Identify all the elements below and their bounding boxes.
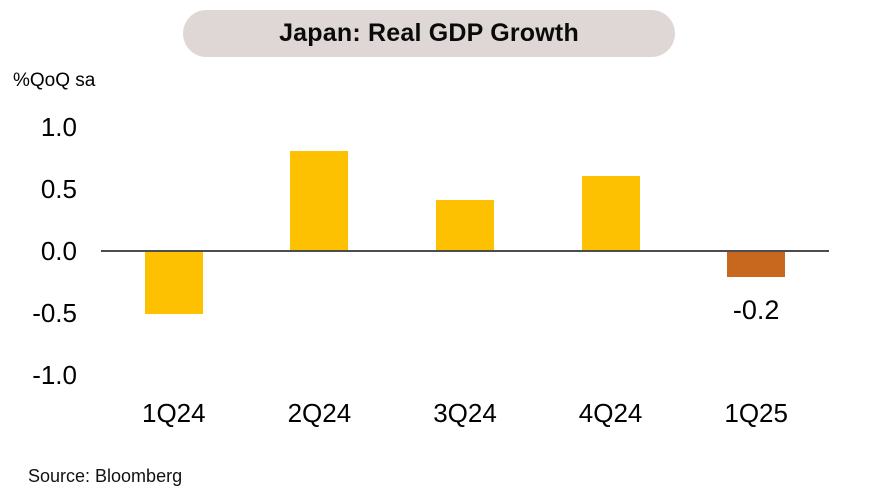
bar-1q25 (727, 252, 786, 277)
x-tick-label: 1Q24 (141, 398, 206, 428)
y-tick-label: 1.0 (40, 112, 77, 142)
source-caption: Source: Bloomberg (28, 466, 183, 486)
x-tick-label: 1Q25 (724, 398, 788, 428)
x-tick-label: 3Q24 (433, 398, 497, 428)
y-tick-label: -0.5 (32, 298, 77, 328)
chart-title: Japan: Real GDP Growth (279, 19, 579, 47)
y-axis-unit-label: %QoQ sa (13, 70, 96, 91)
bar-1q24 (144, 252, 203, 314)
bar-4q24 (581, 175, 640, 250)
bar-3q24 (436, 200, 494, 250)
x-tick-label: 2Q24 (287, 398, 352, 428)
y-tick-label: -1.0 (32, 360, 77, 390)
y-tick-label: 0.0 (40, 236, 77, 266)
chart-title-pill: Japan: Real GDP Growth (183, 10, 675, 57)
x-tick-label: 4Q24 (578, 398, 643, 428)
zero-axis-line (101, 250, 829, 252)
y-tick-label: 0.5 (40, 174, 77, 204)
bar-2q24 (290, 150, 349, 250)
bar-data-label: -0.2 (732, 294, 780, 325)
